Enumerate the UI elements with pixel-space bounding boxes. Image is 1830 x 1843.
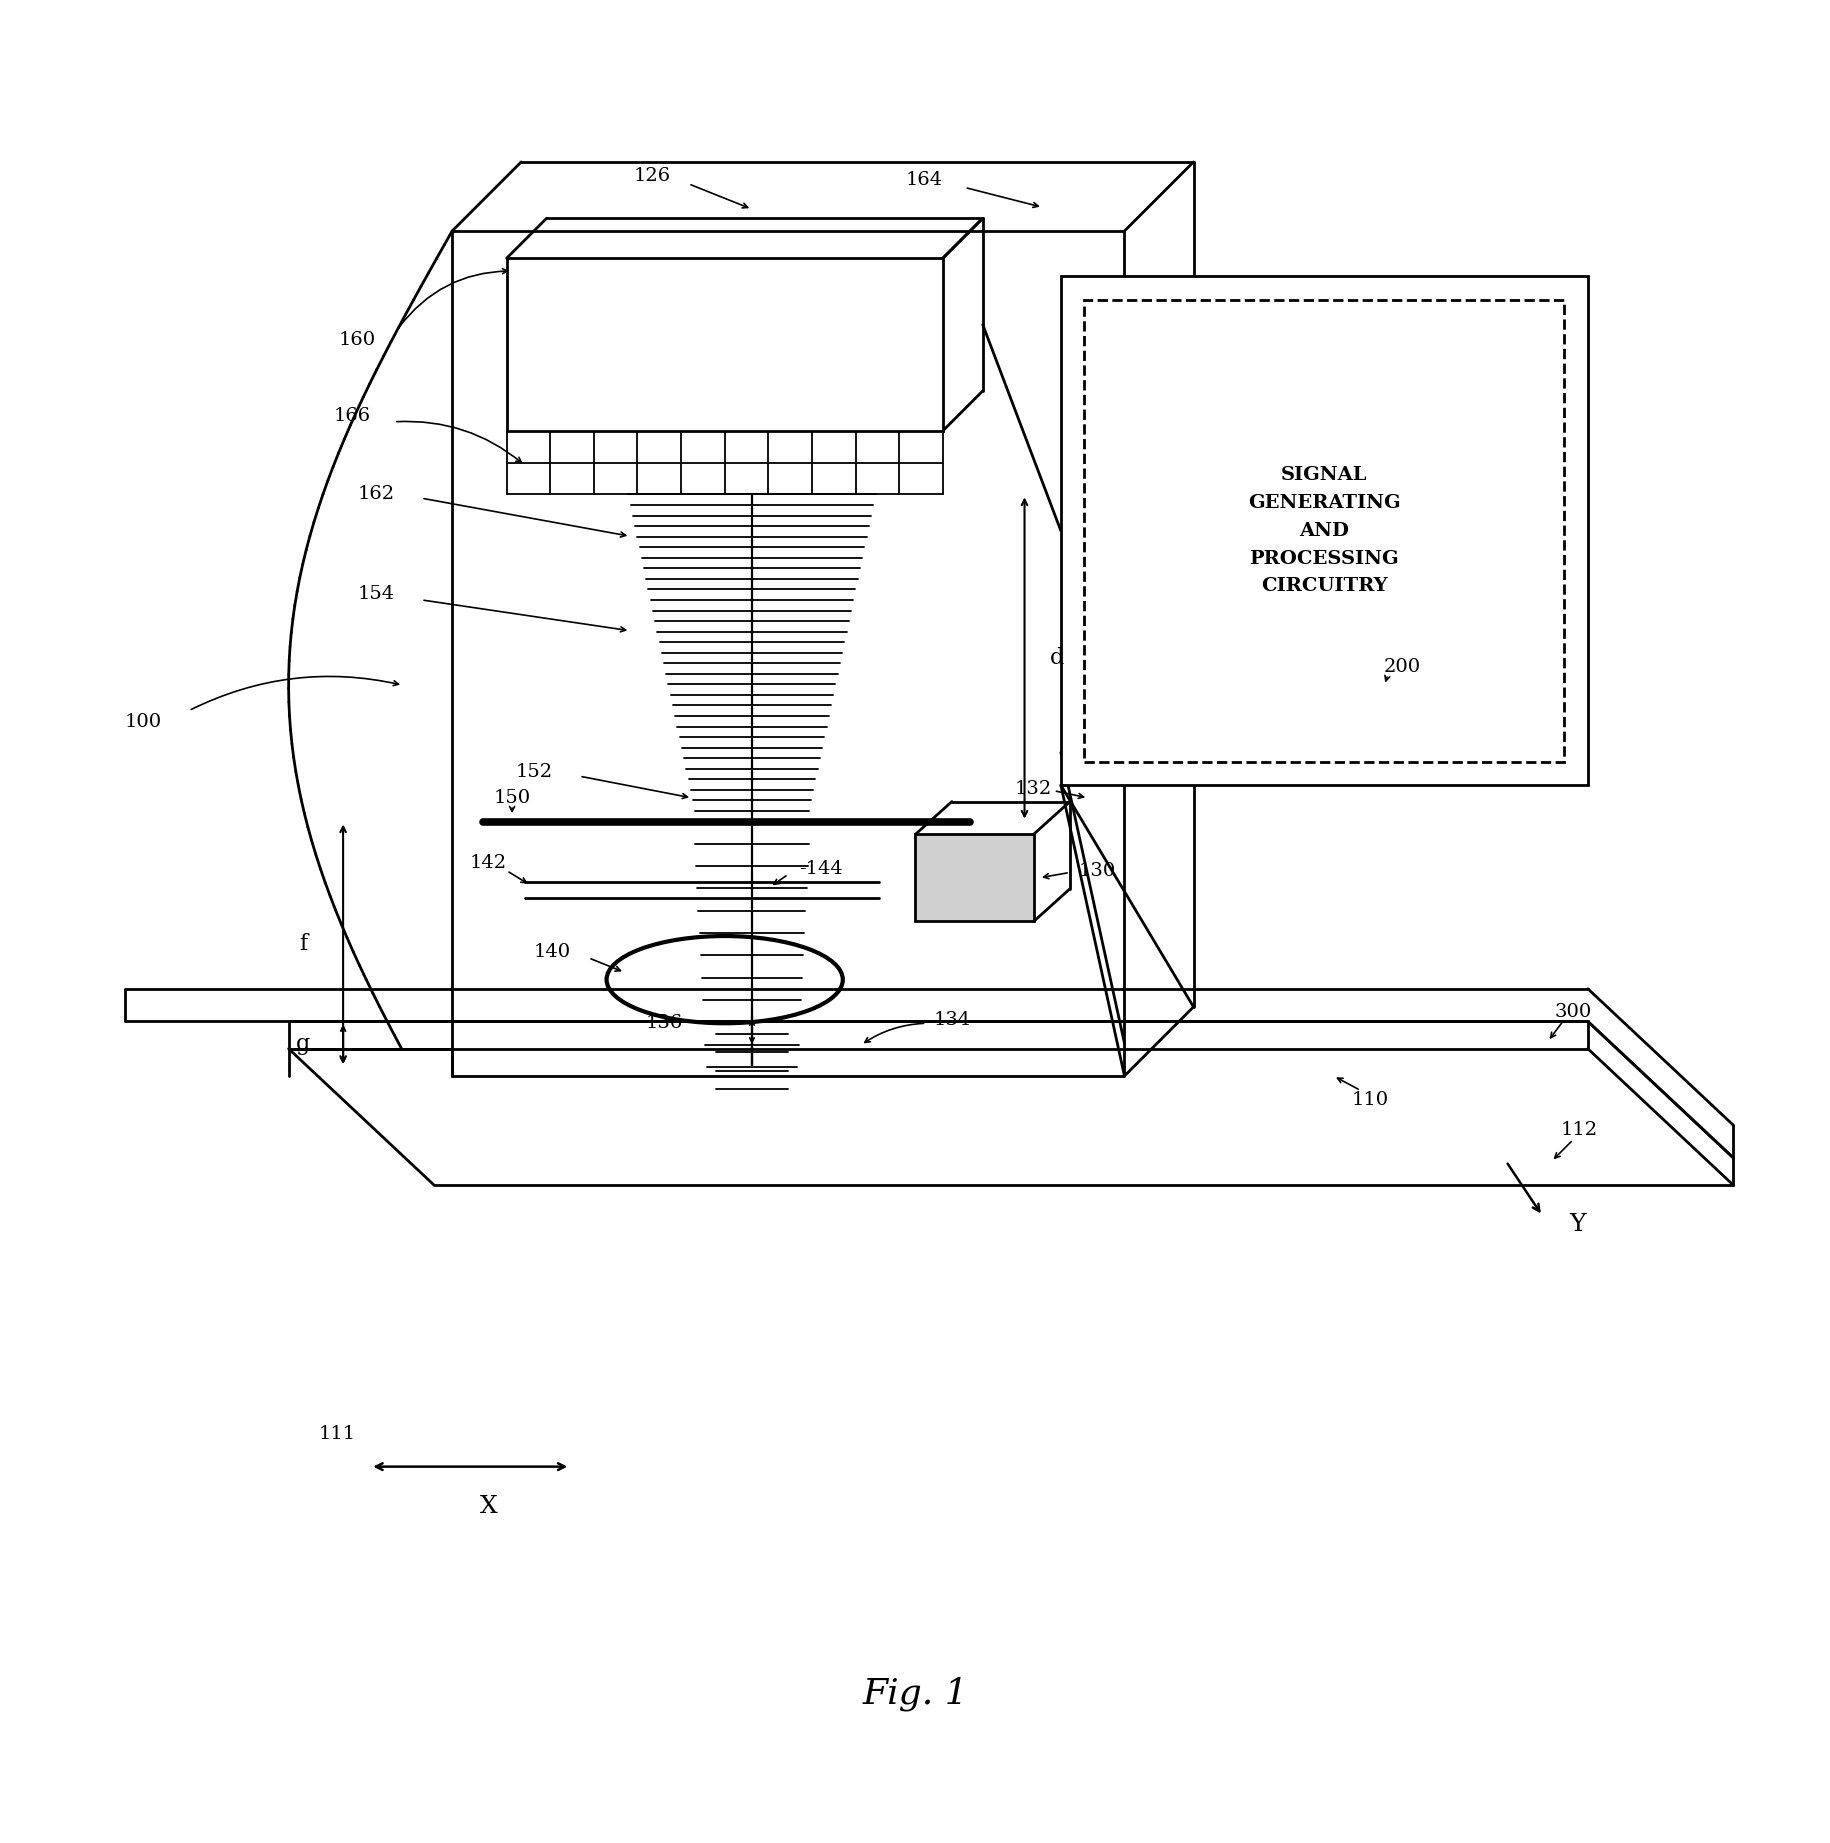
Text: 112: 112 (1559, 1122, 1596, 1139)
Text: f: f (298, 933, 307, 955)
Text: 140: 140 (533, 944, 571, 962)
Text: 132: 132 (1014, 780, 1052, 798)
Text: 154: 154 (357, 586, 393, 603)
Text: X: X (479, 1495, 498, 1519)
Text: 134: 134 (933, 1010, 970, 1028)
Text: 166: 166 (333, 407, 370, 426)
Bar (1060, 276, 1587, 785)
Text: SIGNAL
GENERATING
AND
PROCESSING
CIRCUITRY: SIGNAL GENERATING AND PROCESSING CIRCUIT… (1248, 466, 1400, 595)
Text: 152: 152 (514, 763, 553, 781)
Text: 111: 111 (318, 1425, 357, 1443)
Text: 300: 300 (1554, 1003, 1590, 1021)
Text: 150: 150 (494, 789, 531, 807)
Text: 200: 200 (1383, 658, 1420, 676)
Text: 110: 110 (1351, 1091, 1387, 1109)
Bar (915, 835, 1034, 922)
Text: 160: 160 (339, 332, 375, 348)
Text: 100: 100 (124, 713, 161, 730)
Text: 162: 162 (357, 485, 393, 503)
Text: -144: -144 (798, 861, 842, 877)
Text: d: d (1049, 647, 1063, 669)
Text: 130: 130 (1078, 863, 1114, 879)
Bar (1083, 300, 1563, 761)
Text: 142: 142 (470, 855, 507, 872)
Text: Fig. 1: Fig. 1 (862, 1677, 968, 1710)
Text: 136: 136 (646, 1014, 683, 1032)
Text: g: g (296, 1034, 309, 1056)
Text: 126: 126 (633, 168, 670, 186)
Bar (507, 258, 942, 431)
Text: Y: Y (1568, 1213, 1585, 1237)
Text: 164: 164 (906, 171, 942, 190)
